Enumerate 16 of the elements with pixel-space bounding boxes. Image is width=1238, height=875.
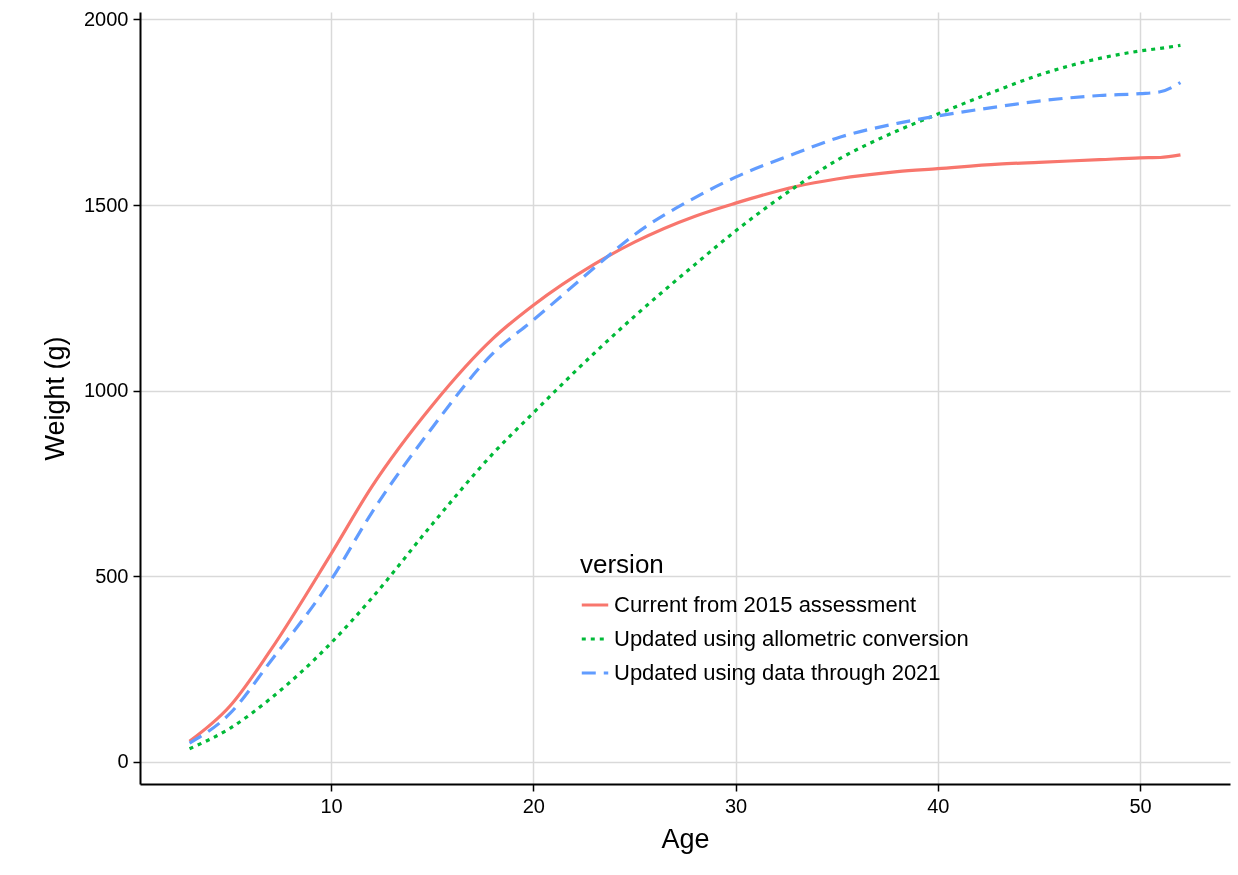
y-tick-label: 1000: [84, 379, 129, 402]
y-tick-label: 1500: [84, 193, 129, 216]
x-tick-label: 30: [724, 794, 748, 817]
y-tick-label: 500: [95, 564, 129, 587]
x-axis-title: Age: [661, 823, 710, 854]
y-tick-label: 2000: [84, 7, 129, 30]
x-tick-label: 20: [522, 794, 545, 817]
y-tick-label: 0: [117, 750, 129, 773]
legend-label: Updated using allometric conversion: [614, 626, 969, 651]
x-tick-label: 10: [320, 794, 343, 817]
y-axis-title: Weight (g): [40, 336, 71, 461]
legend-title: version: [580, 549, 664, 579]
legend-label: Current from 2015 assessment: [614, 592, 917, 617]
x-tick-label: 50: [1129, 794, 1152, 817]
legend-label: Updated using data through 2021: [614, 660, 941, 685]
x-tick-label: 40: [927, 794, 950, 817]
